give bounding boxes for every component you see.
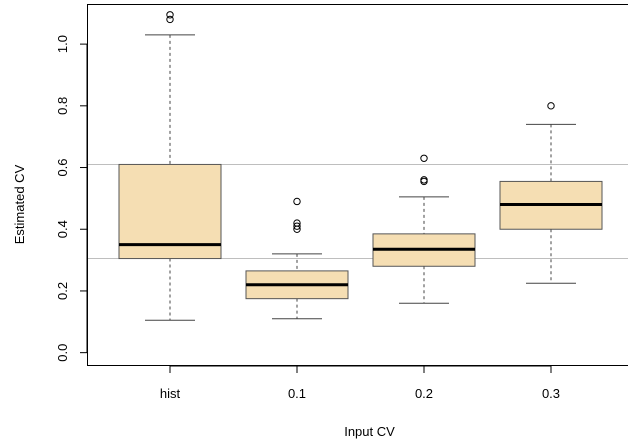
x-tick-label: 0.3 [542,386,560,401]
outlier-point [293,222,301,230]
outlier-point [166,11,174,19]
x-tick-label: hist [160,386,181,401]
y-tick-label: 0.8 [55,97,70,115]
y-tick-label: 1.0 [55,35,70,53]
outlier-point [293,197,301,206]
y-axis-title: Estimated CV [12,164,27,244]
x-axis-title: Input CV [344,424,395,439]
y-tick-label: 0.2 [55,282,70,300]
y-tick-label: 0.4 [55,220,70,238]
box-0.1 [245,197,349,320]
box-0.2 [372,154,476,304]
box-0.3 [499,102,603,284]
outlier-point [420,176,428,184]
x-tick-label: 0.1 [288,386,306,401]
outlier-point [166,15,174,24]
y-axis: 0.0 0.2 0.4 0.6 0.8 1.0 [55,35,88,362]
outlier-point [547,102,555,110]
y-tick-label: 0.6 [55,158,70,176]
boxes [118,11,603,321]
x-tick-label: 0.2 [415,386,433,401]
box-hist [118,11,222,321]
y-tick-label: 0.0 [55,344,70,362]
x-axis: hist 0.1 0.2 0.3 [160,365,560,401]
outlier-point [420,154,428,162]
iqr-box [118,163,222,260]
outlier-point [293,219,301,227]
